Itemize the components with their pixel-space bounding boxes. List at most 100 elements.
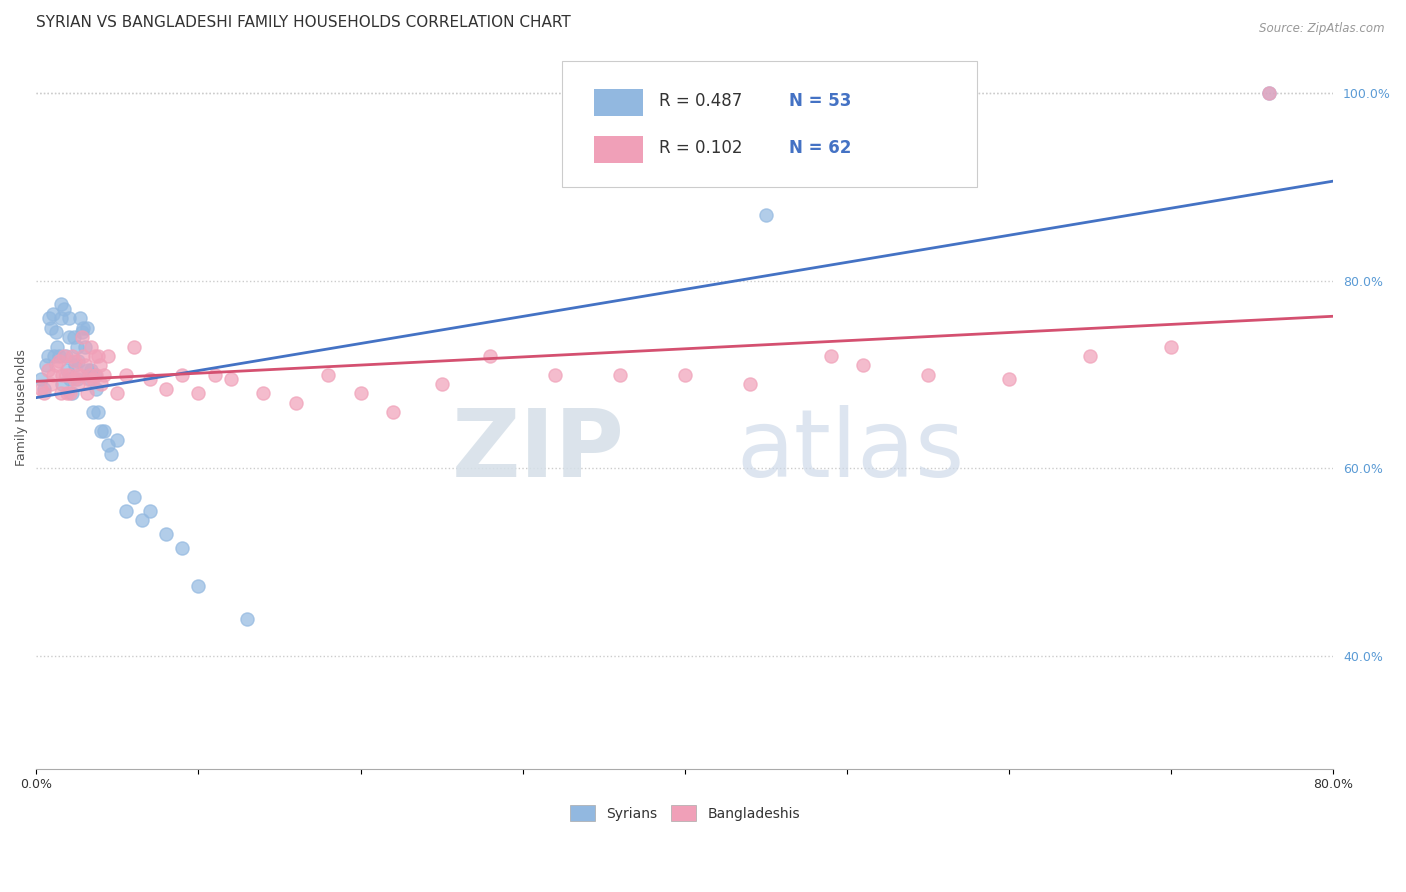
Point (39, 377, 62, 392)
Point (86, 382, 108, 396)
Point (35, 359, 58, 373)
Point (34, 382, 56, 396)
Point (89, 359, 111, 373)
Point (58, 330, 80, 344)
Point (80, 363, 103, 377)
Point (62, 372, 84, 386)
Point (284, 396, 307, 410)
Text: Source: ZipAtlas.com: Source: ZipAtlas.com (1260, 22, 1385, 36)
Point (479, 349, 502, 363)
Point (252, 386, 274, 401)
Point (820, 349, 842, 363)
Point (1078, 349, 1101, 363)
Point (114, 504, 136, 518)
Point (48, 349, 70, 363)
Point (59, 386, 82, 401)
Bar (595, 136, 644, 163)
Point (73, 359, 96, 373)
Point (100, 447, 122, 461)
Point (45, 359, 67, 373)
Point (114, 368, 136, 382)
Point (38, 311, 60, 326)
Text: R = 0.102: R = 0.102 (659, 138, 742, 157)
Point (30, 382, 52, 396)
Point (1160, 340, 1182, 354)
Point (72, 349, 94, 363)
Point (76, 320, 98, 334)
Point (1257, 87, 1279, 101)
Point (609, 368, 631, 382)
Point (69, 368, 91, 382)
Point (917, 368, 939, 382)
Point (86, 368, 108, 382)
Point (49, 311, 72, 326)
Point (236, 611, 259, 625)
Bar (595, 89, 644, 117)
Point (48, 353, 70, 368)
Text: atlas: atlas (737, 405, 965, 497)
Point (56, 363, 79, 377)
Point (852, 359, 875, 373)
Point (755, 208, 778, 222)
Point (30, 372, 52, 386)
Point (49, 297, 72, 311)
Point (70, 326, 93, 340)
Point (62, 330, 84, 344)
Point (82, 372, 104, 386)
Point (55, 349, 77, 363)
Point (55, 368, 77, 382)
Point (77, 363, 100, 377)
Point (131, 513, 153, 527)
Point (122, 490, 145, 504)
Text: SYRIAN VS BANGLADESHI FAMILY HOUSEHOLDS CORRELATION CHART: SYRIAN VS BANGLADESHI FAMILY HOUSEHOLDS … (37, 15, 571, 30)
Point (77, 372, 100, 386)
Point (172, 368, 194, 382)
Point (90, 377, 112, 392)
Point (219, 372, 242, 386)
Point (187, 386, 209, 401)
Point (58, 368, 80, 382)
FancyBboxPatch shape (561, 61, 977, 187)
Point (105, 386, 128, 401)
Point (544, 368, 567, 382)
Point (45, 326, 67, 340)
Point (83, 368, 105, 382)
Point (58, 311, 80, 326)
Point (673, 368, 696, 382)
Point (139, 372, 162, 386)
Point (87, 349, 110, 363)
Point (83, 349, 105, 363)
Point (60, 349, 83, 363)
Point (87, 405, 110, 419)
Point (172, 541, 194, 556)
Point (349, 386, 371, 401)
Point (46, 340, 69, 354)
Point (59, 372, 82, 386)
Point (72, 320, 94, 334)
Point (382, 405, 405, 419)
Point (122, 340, 145, 354)
Point (93, 424, 115, 438)
Point (187, 579, 209, 593)
Point (105, 434, 128, 448)
Point (52, 301, 75, 316)
Point (66, 340, 89, 354)
Point (76, 386, 98, 401)
Point (52, 349, 75, 363)
Point (66, 368, 89, 382)
Point (79, 372, 101, 386)
Point (37, 363, 59, 377)
Point (67, 377, 90, 392)
Point (430, 377, 453, 392)
Point (204, 368, 226, 382)
Legend: Syrians, Bangladeshis: Syrians, Bangladeshis (564, 799, 806, 827)
Point (49, 386, 72, 401)
Point (41, 307, 63, 321)
Point (65, 359, 87, 373)
Point (67, 353, 90, 368)
Point (97, 438, 120, 452)
Point (90, 424, 112, 438)
Text: N = 53: N = 53 (789, 92, 851, 110)
Point (39, 320, 62, 334)
Point (44, 349, 66, 363)
